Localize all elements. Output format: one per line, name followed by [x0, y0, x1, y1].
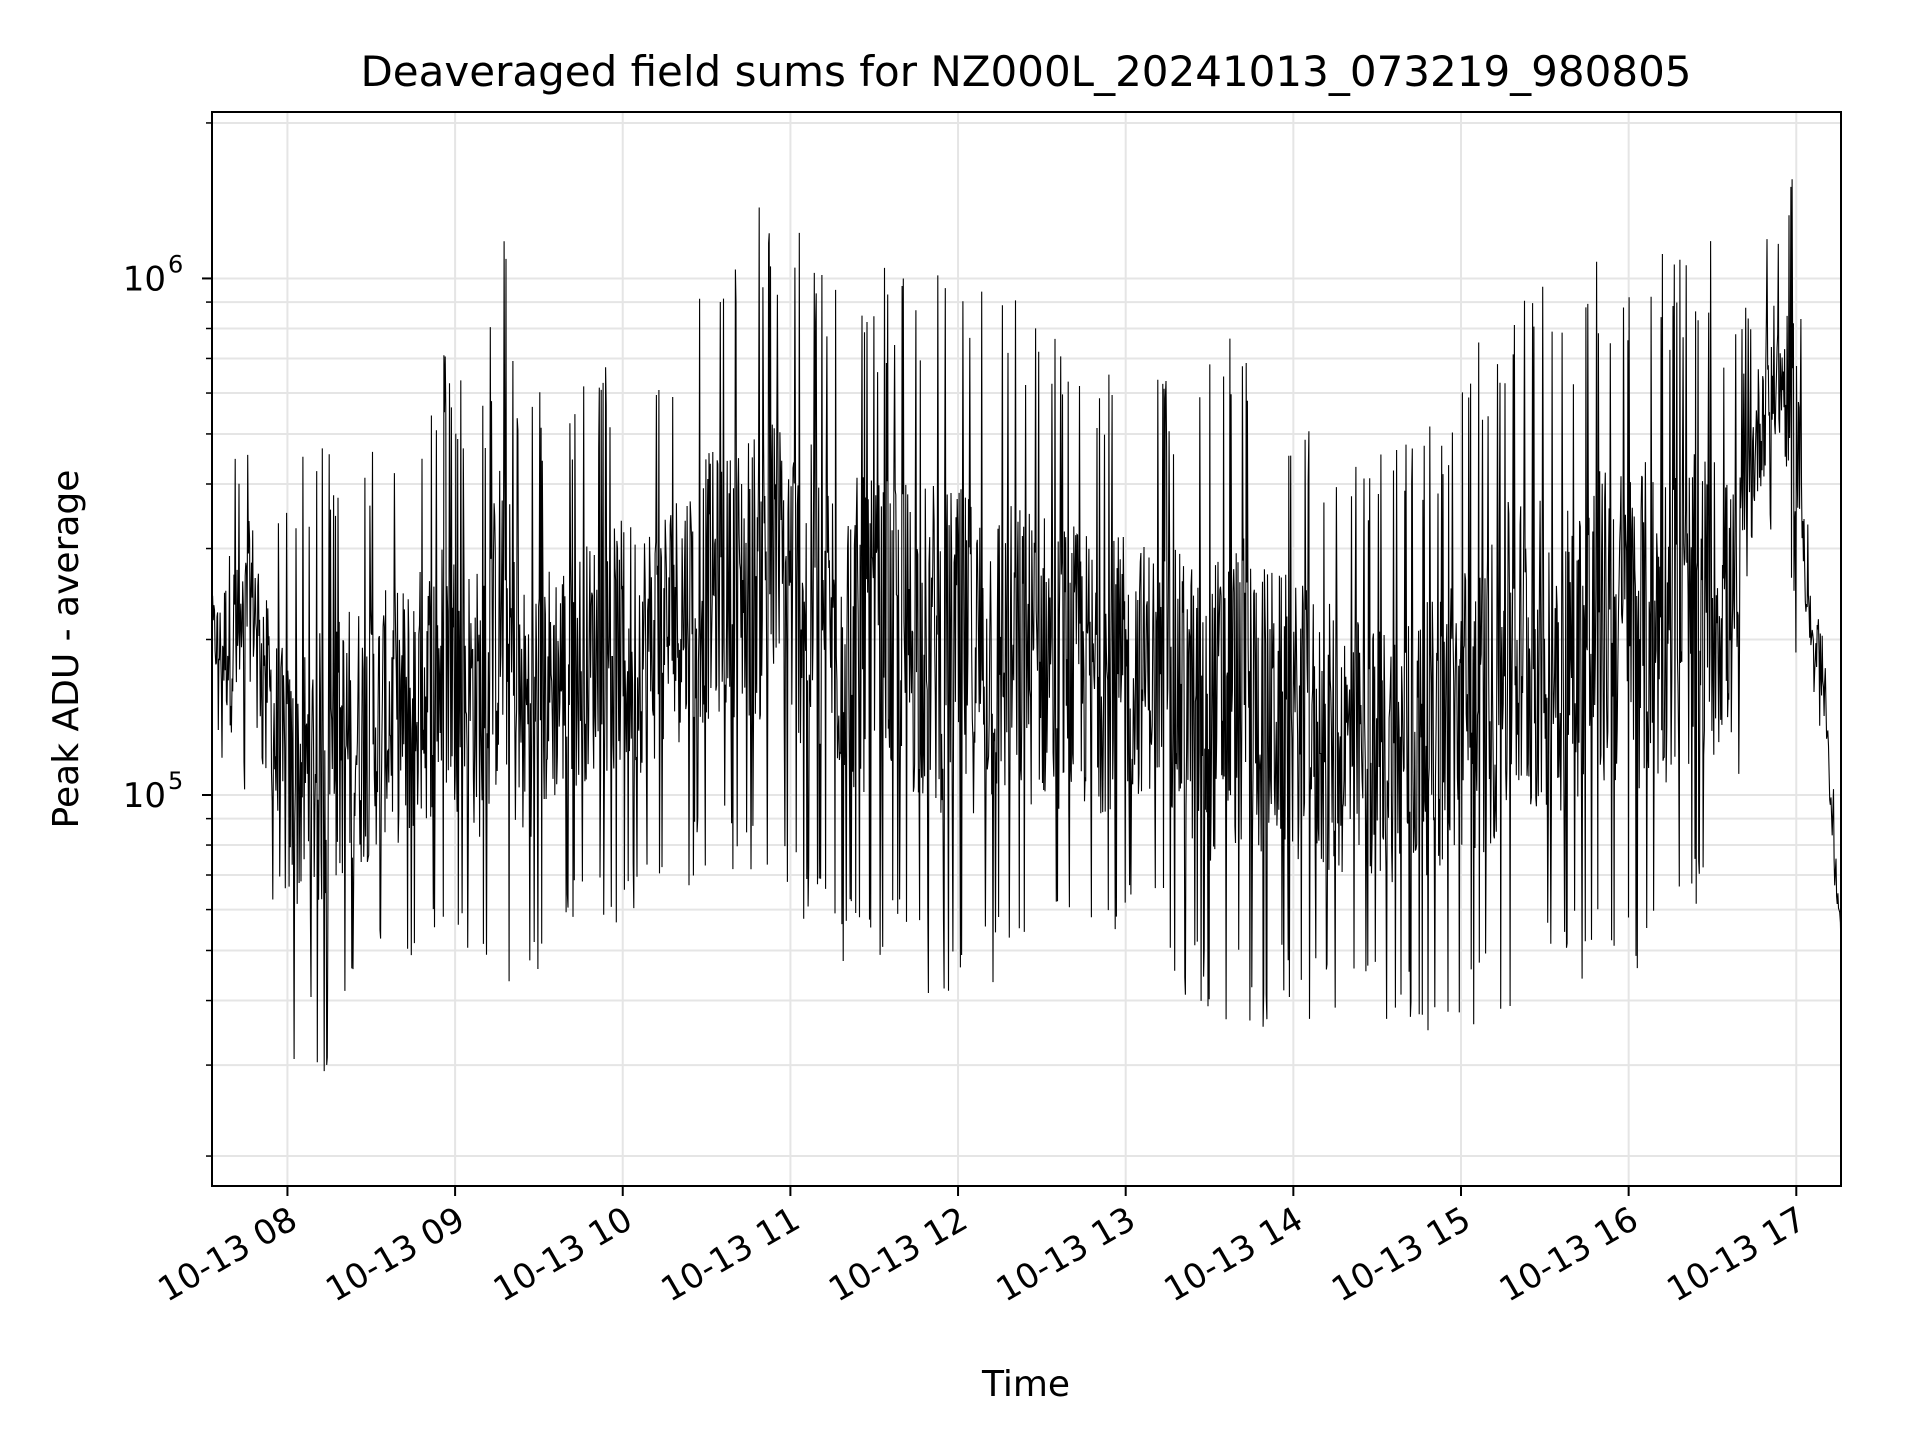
y-tick-label: 10 — [123, 776, 166, 816]
x-tick-label: 10-13 09 — [319, 1199, 471, 1310]
x-tick-label: 10-13 12 — [822, 1199, 974, 1310]
x-tick-label: 10-13 15 — [1325, 1199, 1477, 1310]
y-tick-exponent: 6 — [168, 250, 183, 278]
x-tick-label: 10-13 10 — [487, 1199, 639, 1310]
x-axis: 10-13 08 10-13 09 10-13 10 10-13 11 10-13 12… — [152, 1186, 1813, 1310]
y-tick-label: 10 — [123, 259, 166, 299]
x-tick-label: 10-13 14 — [1157, 1199, 1309, 1310]
plot-frame — [211, 111, 1842, 1187]
chart-title: Deaveraged field sums for NZ000L_2024101… — [360, 47, 1691, 96]
y-axis-label: Peak ADU - average — [46, 470, 87, 829]
series-layer — [211, 179, 1842, 1072]
x-tick-label: 10-13 17 — [1660, 1199, 1812, 1310]
x-tick-label: 10-13 13 — [990, 1199, 1142, 1310]
x-tick-label: 10-13 11 — [654, 1199, 806, 1310]
x-tick-label: 10-13 08 — [152, 1199, 304, 1310]
y-tick-exponent: 5 — [168, 767, 183, 795]
series-line — [211, 179, 1842, 1072]
x-axis-label: Time — [981, 1364, 1070, 1405]
x-tick-label: 10-13 16 — [1493, 1199, 1645, 1310]
